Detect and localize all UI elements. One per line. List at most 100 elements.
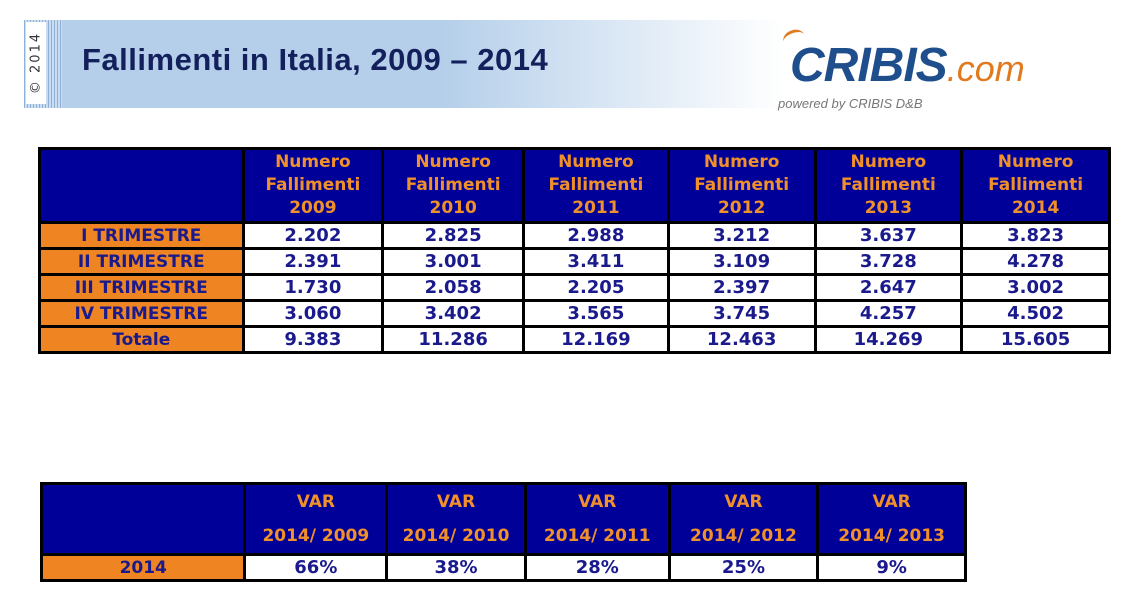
table-cell: 4.502 <box>960 299 1111 328</box>
table-cell: 2.647 <box>813 273 964 302</box>
logo-tagline: powered by CRIBIS D&B <box>778 96 923 111</box>
column-header-line: Numero <box>703 152 780 172</box>
header-row: VAR 2014/ 2009 VAR 2014/ 2010 VAR 2014/ 2011 V… <box>39 482 967 556</box>
table-cell: 15.605 <box>960 325 1111 354</box>
table-row: III TRIMESTRE 1.730 2.058 2.205 2.397 2.647 3.… <box>38 273 1111 302</box>
column-header: Numero Fallimenti 2014 <box>960 147 1111 224</box>
column-header-line: Numero <box>415 152 491 172</box>
table-cell: 2.205 <box>522 273 670 302</box>
column-header: VAR 2014/ 2010 <box>385 482 527 556</box>
column-header-line: 2014/ 2011 <box>543 526 651 546</box>
column-header-line: VAR <box>578 492 617 512</box>
table-cell: 3.823 <box>960 221 1111 250</box>
column-header: VAR 2014/ 2009 <box>243 482 389 556</box>
table-row: 2014 66% 38% 28% 25% 9% <box>39 553 967 582</box>
table-cell: 25% <box>667 553 820 582</box>
column-header-line: VAR <box>436 492 476 512</box>
table-cell: 2.202 <box>241 221 385 250</box>
header-row: Numero Fallimenti 2009 Numero Fallimenti 2010… <box>38 147 1111 224</box>
corner-cell <box>39 482 247 556</box>
table-cell: 2.391 <box>241 247 385 276</box>
table-cell: 11.286 <box>381 325 526 354</box>
table-cell: 3.212 <box>666 221 817 250</box>
column-header-line: Numero <box>558 152 634 172</box>
cribis-logo: CRIBIS.com <box>790 38 1025 93</box>
column-header-line: Numero <box>850 152 927 172</box>
title-banner <box>24 20 784 108</box>
column-header-line: VAR <box>724 492 763 512</box>
copyright-text: © 2014 <box>28 31 44 95</box>
column-header-line: 2009 <box>289 198 337 218</box>
table-cell: 2.058 <box>381 273 526 302</box>
corner-cell <box>38 147 245 224</box>
column-header: Numero Fallimenti 2013 <box>813 147 964 224</box>
table-cell: 3.728 <box>813 247 964 276</box>
table-row: IV TRIMESTRE 3.060 3.402 3.565 3.745 4.257 4.5… <box>38 299 1111 328</box>
logo-suffix: .com <box>946 48 1025 89</box>
table-cell: 2.397 <box>666 273 817 302</box>
table-row: Totale 9.383 11.286 12.169 12.463 14.269 15.60… <box>38 325 1111 354</box>
column-header-line: Fallimenti <box>405 175 501 195</box>
table-cell: 1.730 <box>241 273 385 302</box>
table-cell: 3.745 <box>666 299 817 328</box>
column-header: Numero Fallimenti 2010 <box>381 147 526 224</box>
column-header: Numero Fallimenti 2011 <box>522 147 670 224</box>
table-cell: 3.402 <box>381 299 526 328</box>
logo-main: CRIBIS <box>790 39 948 92</box>
column-header-line: 2010 <box>429 198 477 218</box>
table-cell: 12.169 <box>522 325 670 354</box>
bankruptcy-table: Numero Fallimenti 2009 Numero Fallimenti 2010… <box>38 147 1111 354</box>
table-cell: 3.637 <box>813 221 964 250</box>
row-label: I TRIMESTRE <box>38 221 245 250</box>
row-label: IV TRIMESTRE <box>38 299 245 328</box>
row-label: III TRIMESTRE <box>38 273 245 302</box>
row-label: 2014 <box>39 553 247 582</box>
page-title: Fallimenti in Italia, 2009 – 2014 <box>82 42 549 77</box>
column-header-line: 2014/ 2013 <box>838 526 946 546</box>
table-cell: 3.109 <box>666 247 817 276</box>
column-header-line: VAR <box>296 492 335 512</box>
column-header: Numero Fallimenti 2009 <box>241 147 385 224</box>
table-cell: 28% <box>523 553 671 582</box>
table-row: I TRIMESTRE 2.202 2.825 2.988 3.212 3.637 3.82… <box>38 221 1111 250</box>
column-header-line: Fallimenti <box>988 175 1084 195</box>
column-header-line: 2014/ 2012 <box>690 526 797 546</box>
table-cell: 12.463 <box>666 325 817 354</box>
column-header-line: Fallimenti <box>265 175 361 195</box>
column-header: VAR 2014/ 2012 <box>667 482 820 556</box>
column-header: VAR 2014/ 2013 <box>816 482 967 556</box>
column-header-line: Numero <box>997 152 1074 172</box>
column-header-line: VAR <box>872 492 911 512</box>
table-row: II TRIMESTRE 2.391 3.001 3.411 3.109 3.728 4.2… <box>38 247 1111 276</box>
table-cell: 38% <box>385 553 527 582</box>
table-cell: 3.002 <box>960 273 1111 302</box>
column-header-line: Fallimenti <box>694 175 790 195</box>
table-cell: 3.060 <box>241 299 385 328</box>
column-header-line: Numero <box>275 152 351 172</box>
table-cell: 3.565 <box>522 299 670 328</box>
table-cell: 4.278 <box>960 247 1111 276</box>
table-cell: 2.825 <box>381 221 526 250</box>
row-label: Totale <box>38 325 245 354</box>
column-header-line: Fallimenti <box>548 175 644 195</box>
table-cell: 3.001 <box>381 247 526 276</box>
table-cell: 14.269 <box>813 325 964 354</box>
column-header: VAR 2014/ 2011 <box>523 482 671 556</box>
table-cell: 4.257 <box>813 299 964 328</box>
table-cell: 66% <box>243 553 389 582</box>
column-header-line: Fallimenti <box>840 175 936 195</box>
table-cell: 2.988 <box>522 221 670 250</box>
table-cell: 9% <box>816 553 967 582</box>
column-header: Numero Fallimenti 2012 <box>666 147 817 224</box>
copyright-label: © 2014 <box>26 22 46 104</box>
column-header-line: 2014/ 2010 <box>402 526 510 546</box>
column-header-line: 2014/ 2009 <box>262 526 370 546</box>
row-label: II TRIMESTRE <box>38 247 245 276</box>
variation-table: VAR 2014/ 2009 VAR 2014/ 2010 VAR 2014/ 2011 V… <box>39 482 967 582</box>
column-header-line: 2013 <box>864 198 913 218</box>
column-header-line: 2014 <box>1011 198 1060 218</box>
column-header-line: 2011 <box>572 198 620 218</box>
table-cell: 9.383 <box>241 325 385 354</box>
column-header-line: 2012 <box>717 198 766 218</box>
table-cell: 3.411 <box>522 247 670 276</box>
